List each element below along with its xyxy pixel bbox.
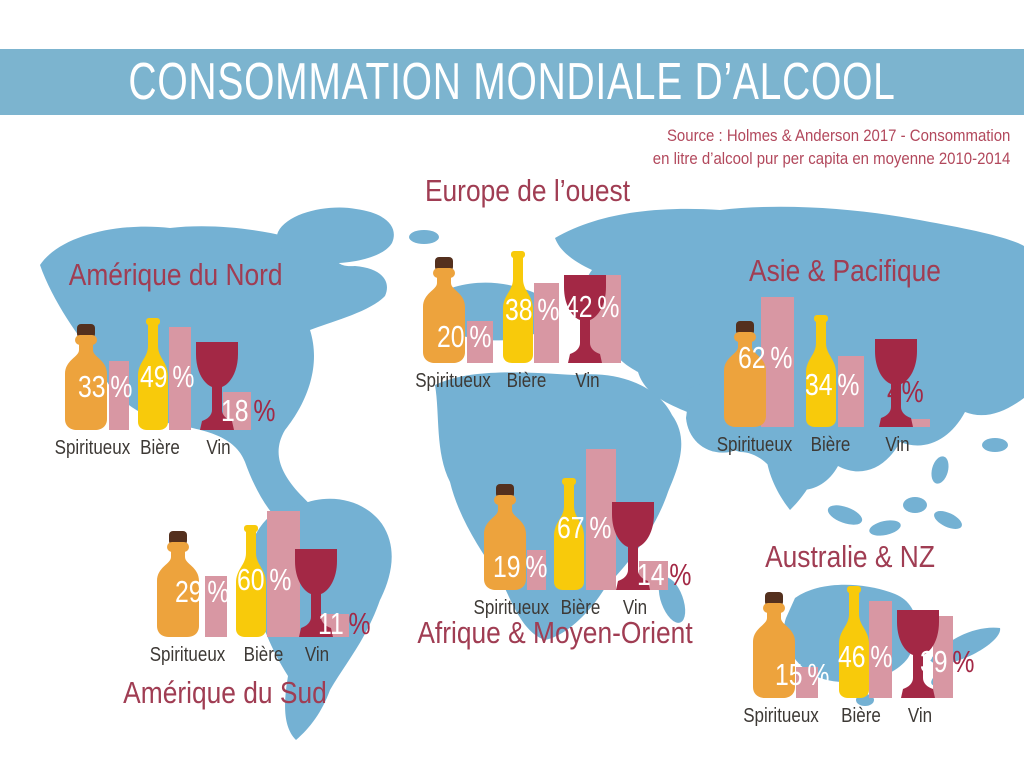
- island-philippines: [931, 456, 949, 484]
- value-label: 34%: [805, 367, 860, 402]
- drink-item-biere: 67% Bière: [553, 449, 616, 619]
- value-label: 67%: [557, 510, 612, 545]
- category-label: Spiritueux: [743, 705, 819, 727]
- drink-item-biere: 46% Bière: [838, 568, 893, 727]
- category-label: Spiritueux: [54, 437, 131, 459]
- region-india: [766, 425, 819, 510]
- category-label: Spiritueux: [716, 434, 793, 456]
- value-label: 42%: [565, 289, 620, 324]
- category-label: Bière: [810, 434, 851, 456]
- value-label: 15%: [775, 657, 830, 692]
- value-label: 60%: [237, 562, 292, 597]
- source-line-2: en litre d’alcool pur per capita en moye…: [652, 149, 1010, 168]
- drink-item-biere: 60% Bière: [235, 507, 300, 666]
- region-title-australie-nz: Australie & NZ: [765, 539, 935, 574]
- drink-item-vin: 42% Vin: [562, 233, 621, 392]
- value-label: 33%: [78, 369, 133, 404]
- island-greenland: [276, 207, 394, 264]
- value-label: 14%: [637, 557, 692, 592]
- category-label: Spiritueux: [415, 370, 491, 392]
- consumption-bar: [904, 418, 930, 427]
- consumption-bar: [761, 296, 794, 427]
- category-label: Bière: [560, 597, 601, 619]
- drink-item-vin: 4% Vin: [873, 297, 930, 456]
- region-amerique-du-sud: 29% Spiritueux 60% Bière 11% Vin: [150, 500, 371, 666]
- drink-item-spiritueux: 29% Spiritueux: [150, 507, 230, 666]
- consumption-bar: [933, 616, 953, 698]
- category-label: Vin: [206, 437, 231, 459]
- consumption-bar: [796, 666, 818, 698]
- consumption-bar: [869, 601, 892, 698]
- drink-item-vin: 18% Vin: [194, 300, 275, 459]
- drink-item-spiritueux: 33% Spiritueux: [55, 300, 132, 459]
- category-label: Vin: [622, 597, 648, 619]
- value-label: 29%: [175, 574, 230, 609]
- category-label: Bière: [243, 644, 284, 666]
- title-banner: CONSOMMATION MONDIALE D’ALCOOL: [0, 49, 1024, 115]
- category-label: Vin: [907, 705, 933, 727]
- drink-item-biere: 49% Bière: [137, 300, 195, 459]
- consumption-bar: [586, 449, 616, 590]
- value-label: 11%: [318, 606, 371, 641]
- category-label: Bière: [140, 437, 180, 459]
- category-label: Vin: [885, 434, 910, 456]
- category-label: Bière: [506, 370, 547, 392]
- region-europe-ouest: 20% Spiritueux 38% Bière 42% Vin: [415, 240, 635, 392]
- consumption-bar: [169, 327, 191, 430]
- region-title-afrique-moyen-orient: Afrique & Moyen-Orient: [417, 615, 693, 650]
- category-label: Vin: [304, 644, 330, 666]
- region-title-asie-pacifique: Asie & Pacifique: [749, 253, 941, 288]
- category-label: Spiritueux: [473, 597, 550, 619]
- value-label: 4%: [887, 374, 924, 409]
- page-title: CONSOMMATION MONDIALE D’ALCOOL: [128, 53, 896, 111]
- region-title-amerique-du-nord: Amérique du Nord: [68, 257, 283, 292]
- region-australie-nz: 15% Spiritueux 46% Bière 39% Vin: [743, 560, 974, 727]
- category-label: Spiritueux: [149, 644, 226, 666]
- drink-item-vin: 11% Vin: [293, 507, 371, 666]
- consumption-bar: [467, 321, 493, 363]
- category-label: Bière: [841, 705, 881, 727]
- consumption-bar: [527, 550, 546, 590]
- value-label: 49%: [140, 359, 195, 394]
- drink-item-spiritueux: 20% Spiritueux: [415, 233, 493, 392]
- region-title-amerique-du-sud: Amérique du Sud: [123, 675, 327, 710]
- region-title-europe-ouest: Europe de l’ouest: [424, 173, 631, 208]
- region-amerique-du-nord: 33% Spiritueux 49% Bière 18% Vin: [55, 295, 275, 459]
- source-note: Source : Holmes & Anderson 2017 - Consom…: [652, 124, 1010, 170]
- island-borneo: [903, 497, 927, 513]
- value-label: 19%: [493, 549, 548, 584]
- value-label: 20%: [437, 319, 492, 354]
- category-label: Vin: [575, 370, 600, 392]
- consumption-bar: [205, 576, 227, 637]
- consumption-bar: [267, 511, 300, 637]
- island-sumatra: [827, 505, 863, 525]
- drink-item-biere: 34% Bière: [805, 297, 864, 456]
- region-afrique-moyen-orient: 19% Spiritueux 67% Bière 14% Vin: [474, 440, 691, 619]
- island-japan: [977, 307, 1003, 353]
- value-label: 46%: [838, 639, 893, 674]
- value-label: 18%: [221, 393, 276, 428]
- drink-item-spiritueux: 19% Spiritueux: [474, 460, 549, 619]
- drink-item-biere: 38% Bière: [502, 233, 560, 392]
- value-label: 38%: [505, 292, 560, 327]
- value-label: 39%: [920, 644, 975, 679]
- region-asie-pacifique: 62% Spiritueux 34% Bière 4% Vin: [717, 280, 945, 456]
- source-line-1: Source : Holmes & Anderson 2017 - Consom…: [666, 126, 1010, 145]
- consumption-bar: [838, 355, 864, 427]
- island-taiwan: [982, 438, 1008, 452]
- drink-item-vin: 14% Vin: [610, 460, 691, 619]
- consumption-bar: [534, 283, 559, 363]
- drink-item-vin: 39% Vin: [895, 568, 974, 727]
- island-iceland: [409, 230, 439, 244]
- consumption-bar: [109, 360, 129, 430]
- island-java: [869, 520, 901, 536]
- value-label: 62%: [738, 340, 793, 375]
- island-new-guinea: [934, 511, 962, 529]
- drink-item-spiritueux: 15% Spiritueux: [743, 568, 829, 727]
- drink-item-spiritueux: 62% Spiritueux: [717, 296, 794, 456]
